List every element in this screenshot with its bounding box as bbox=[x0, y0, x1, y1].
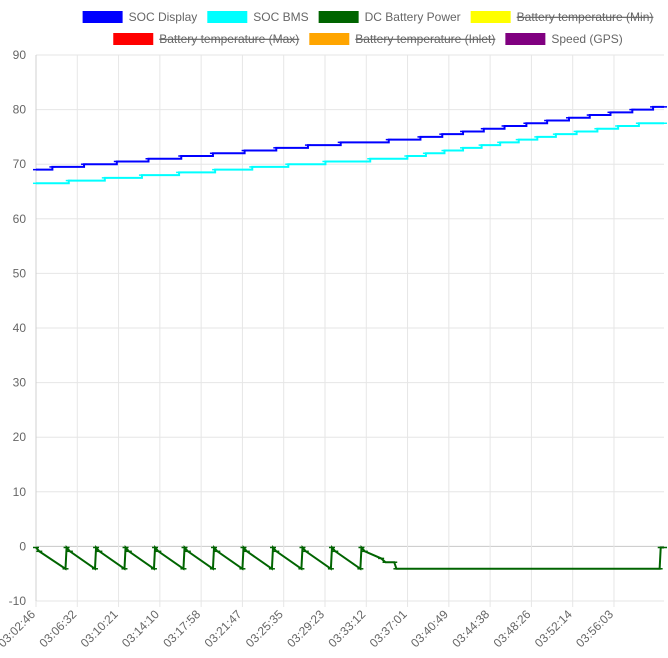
y-tick-label: 30 bbox=[13, 376, 27, 390]
y-tick-label: 80 bbox=[13, 103, 27, 117]
y-axis: 90 80 70 60 50 40 30 20 10 0 -10 bbox=[9, 48, 27, 608]
legend-label: SOC BMS bbox=[253, 10, 308, 24]
legend-item[interactable]: SOC Display bbox=[82, 10, 198, 24]
y-tick-label: 0 bbox=[19, 539, 26, 553]
legend-item[interactable]: DC Battery Power bbox=[318, 10, 461, 24]
legend-swatch bbox=[113, 33, 154, 45]
x-tick-label: 03:25:35 bbox=[243, 607, 286, 650]
legend-item[interactable]: Battery temperature (Min) bbox=[470, 10, 654, 24]
x-tick-label: 03:02:46 bbox=[0, 607, 38, 650]
chart-grid bbox=[35, 54, 664, 607]
series-group bbox=[33, 105, 667, 571]
x-tick-label: 03:37:01 bbox=[367, 607, 410, 650]
legend-swatch bbox=[505, 33, 546, 45]
series-line bbox=[36, 122, 664, 185]
y-tick-label: 10 bbox=[13, 485, 27, 499]
x-tick-label: 03:44:38 bbox=[449, 607, 492, 650]
x-tick-label: 03:14:10 bbox=[119, 607, 162, 650]
legend-item[interactable]: Battery temperature (Max) bbox=[113, 32, 299, 46]
x-tick-label: 03:10:21 bbox=[78, 607, 121, 650]
y-tick-label: -10 bbox=[9, 594, 27, 608]
legend-item[interactable]: SOC BMS bbox=[207, 10, 309, 24]
x-tick-label: 03:17:58 bbox=[160, 607, 203, 650]
legend-item[interactable]: Speed (GPS) bbox=[505, 32, 623, 46]
series-line bbox=[36, 105, 664, 171]
y-tick-label: 40 bbox=[13, 321, 27, 335]
y-tick-label: 60 bbox=[13, 212, 27, 226]
x-tick-label: 03:29:23 bbox=[284, 607, 327, 650]
x-tick-label: 03:48:26 bbox=[491, 607, 534, 650]
legend[interactable]: SOC Display SOC BMS DC Battery Power Batter… bbox=[82, 10, 654, 46]
x-tick-label: 03:06:32 bbox=[36, 607, 79, 650]
legend-label: Battery temperature (Max) bbox=[159, 32, 299, 46]
legend-swatch bbox=[207, 11, 248, 23]
legend-swatch bbox=[318, 11, 359, 23]
x-tick-label: 03:40:49 bbox=[408, 607, 451, 650]
y-tick-label: 50 bbox=[13, 266, 27, 280]
legend-label: SOC Display bbox=[129, 10, 198, 24]
x-axis: 03:02:4603:06:3203:10:2103:14:1003:17:58… bbox=[0, 607, 616, 650]
legend-item[interactable]: Battery temperature (Inlet) bbox=[309, 32, 495, 46]
legend-label: Battery temperature (Inlet) bbox=[355, 32, 495, 46]
x-tick-label: 03:33:12 bbox=[325, 607, 368, 650]
y-tick-label: 20 bbox=[13, 430, 27, 444]
legend-swatch bbox=[82, 11, 123, 23]
x-tick-label: 03:21:47 bbox=[202, 607, 245, 650]
y-tick-label: 90 bbox=[13, 48, 27, 62]
legend-label: Battery temperature (Min) bbox=[517, 10, 654, 24]
legend-swatch bbox=[309, 33, 350, 45]
legend-label: DC Battery Power bbox=[365, 10, 461, 24]
y-tick-label: 70 bbox=[13, 157, 27, 171]
legend-swatch bbox=[470, 11, 511, 23]
x-tick-label: 03:52:14 bbox=[532, 607, 575, 650]
x-tick-label: 03:56:03 bbox=[573, 607, 616, 650]
legend-label: Speed (GPS) bbox=[551, 32, 622, 46]
